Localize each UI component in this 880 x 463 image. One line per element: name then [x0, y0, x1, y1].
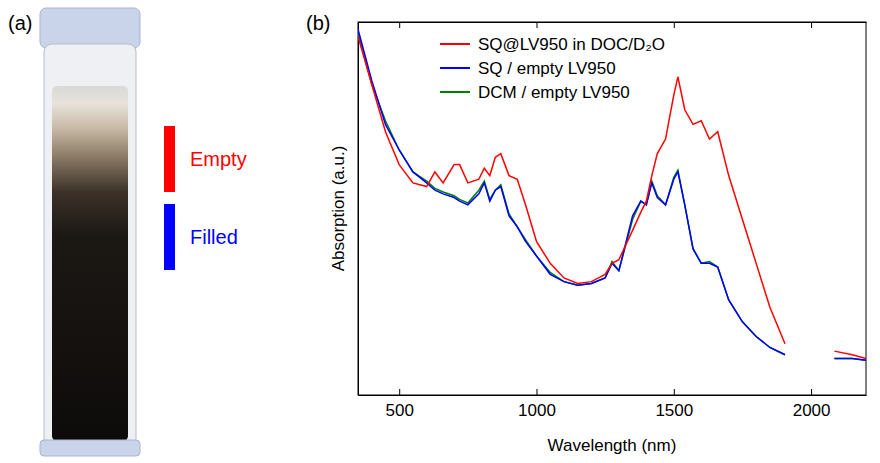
x-top-tick	[399, 22, 400, 28]
x-tick-label: 1500	[655, 401, 693, 420]
x-top-tick-mark	[811, 22, 812, 28]
x-axis-line	[359, 395, 867, 396]
tube-cap	[40, 8, 140, 48]
x-tick-label: 1000	[518, 401, 556, 420]
y-axis	[358, 23, 359, 396]
legend-label: SQ / empty LV950	[478, 59, 616, 78]
legend-swatch	[440, 91, 470, 93]
x-tick-mark	[399, 389, 400, 395]
plot-lines	[358, 29, 866, 360]
legend: SQ@LV950 in DOC/D₂O SQ / empty LV950 DCM /…	[440, 35, 665, 102]
legend-swatch	[440, 67, 470, 69]
x-axis-top-line	[359, 22, 867, 23]
y-axis-line	[358, 23, 359, 396]
x-tick-mark	[811, 389, 812, 395]
spectrum-line	[358, 37, 866, 359]
x-tick-mark	[674, 389, 675, 395]
legend-swatch	[440, 43, 470, 45]
spectrum-line	[358, 29, 866, 360]
x-tick: 1500	[655, 389, 693, 420]
panel-label: (a)	[8, 12, 32, 34]
x-top-tick	[674, 22, 675, 28]
region-bar	[164, 204, 175, 270]
legend-label: SQ@LV950 in DOC/D₂O	[478, 35, 665, 54]
x-tick-label: 2000	[793, 401, 831, 420]
x-top-tick-mark	[674, 22, 675, 28]
x-axis-title: Wavelength (nm)	[548, 436, 677, 455]
tube-liquid	[52, 86, 128, 441]
x-tick: 1000	[518, 389, 556, 420]
panel-b: 500 1000 1500 2000 Wavelength (nm) Absorption…	[306, 12, 867, 455]
region-label: Empty	[190, 148, 247, 170]
region-bar	[164, 126, 175, 192]
plot-frame	[358, 22, 866, 395]
x-tick: 500	[386, 389, 414, 420]
legend-label: DCM / empty LV950	[478, 83, 630, 102]
x-axis: 500 1000 1500 2000	[359, 389, 867, 420]
x-top-tick	[811, 22, 812, 28]
x-tick-label: 500	[386, 401, 414, 420]
x-axis-top	[359, 22, 867, 28]
tube-body	[44, 44, 136, 449]
panel-a: (a) Empty Filled	[8, 8, 247, 456]
x-top-tick-mark	[536, 22, 537, 28]
figure: (a) Empty Filled 500 1000 1500 2000 Wavelength …	[0, 0, 880, 463]
tube-bottom	[40, 440, 140, 456]
x-tick: 2000	[793, 389, 831, 420]
region-label: Filled	[190, 226, 238, 248]
spectrum-line	[358, 33, 866, 360]
x-tick-mark	[536, 389, 537, 395]
y-axis-title: Absorption (a.u.)	[329, 146, 348, 272]
panel-label: (b)	[306, 12, 330, 34]
x-top-tick	[536, 22, 537, 28]
x-top-tick-mark	[399, 22, 400, 28]
